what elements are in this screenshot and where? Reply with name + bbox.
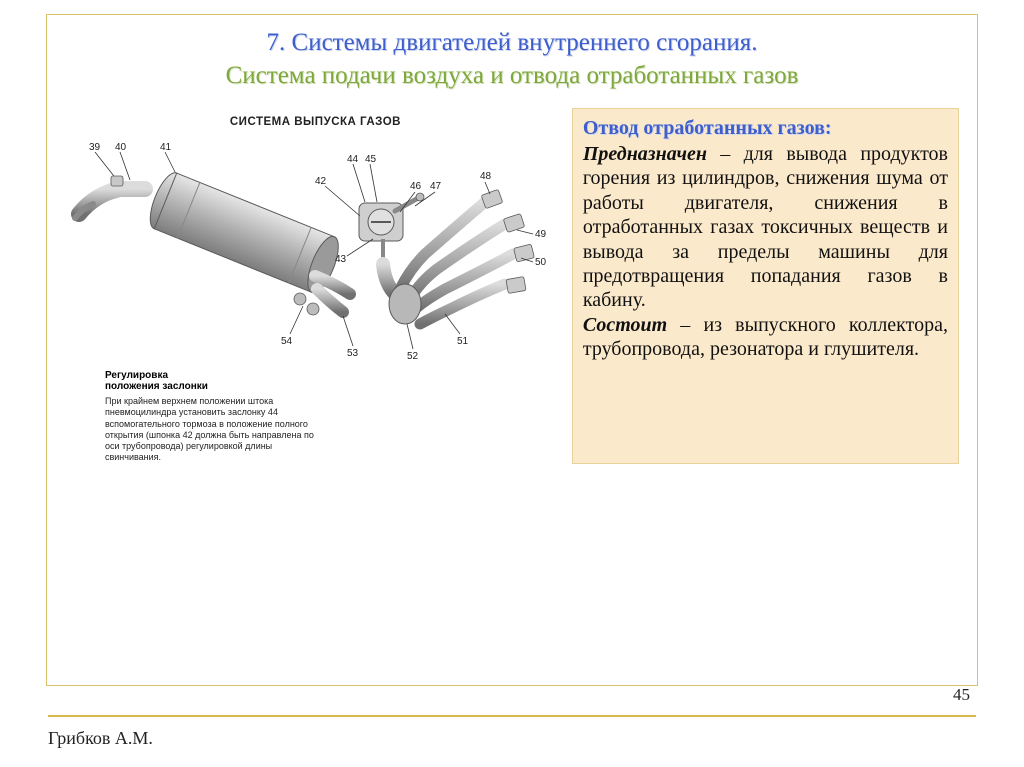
title-line-1: 7. Системы двигателей внутреннего сгоран…: [97, 27, 927, 60]
title-line-2: Система подачи воздуха и отвода отработа…: [97, 60, 927, 93]
svg-text:45: 45: [365, 154, 377, 165]
info-heading: Отвод отработанных газов:: [583, 117, 948, 140]
diagram-note: При крайнем верхнем положении штока пнев…: [105, 396, 315, 464]
svg-text:47: 47: [430, 181, 442, 192]
slide-frame: 7. Системы двигателей внутреннего сгоран…: [46, 14, 978, 686]
svg-text:43: 43: [335, 254, 347, 265]
footer-rule: [48, 715, 976, 717]
title-block: 7. Системы двигателей внутреннего сгоран…: [47, 15, 977, 102]
svg-text:42: 42: [315, 176, 327, 187]
info-rest-1: – для вывода продуктов горения из цилинд…: [583, 143, 948, 311]
author-name: Грибков А.М.: [48, 728, 153, 749]
diagram-caption: СИСТЕМА ВЫПУСКА ГАЗОВ: [65, 116, 566, 128]
diagram-column: СИСТЕМА ВЫПУСКА ГАЗОВ: [65, 108, 566, 464]
page-number: 45: [953, 685, 970, 705]
info-box: Отвод отработанных газов: Предназначен –…: [572, 108, 959, 464]
info-paragraph-2: Состоит – из выпускного коллектора, труб…: [583, 313, 948, 362]
info-lead-1: Предназначен: [583, 143, 707, 165]
content-row: СИСТЕМА ВЫПУСКА ГАЗОВ: [47, 102, 977, 464]
svg-text:53: 53: [347, 348, 359, 359]
svg-text:40: 40: [115, 142, 127, 153]
svg-text:50: 50: [535, 257, 547, 268]
exhaust-diagram: 39 40 41: [65, 134, 565, 364]
svg-text:39: 39: [89, 142, 101, 153]
diagram-sub-caption: Регулировкаположения заслонки: [105, 370, 566, 392]
svg-text:41: 41: [160, 142, 172, 153]
svg-text:46: 46: [410, 181, 422, 192]
svg-text:44: 44: [347, 154, 359, 165]
svg-text:54: 54: [281, 336, 293, 347]
info-lead-2: Состоит: [583, 314, 667, 336]
svg-text:49: 49: [535, 229, 547, 240]
svg-text:51: 51: [457, 336, 469, 347]
svg-text:52: 52: [407, 351, 419, 362]
svg-text:48: 48: [480, 171, 492, 182]
info-paragraph-1: Предназначен – для вывода продуктов горе…: [583, 142, 948, 313]
